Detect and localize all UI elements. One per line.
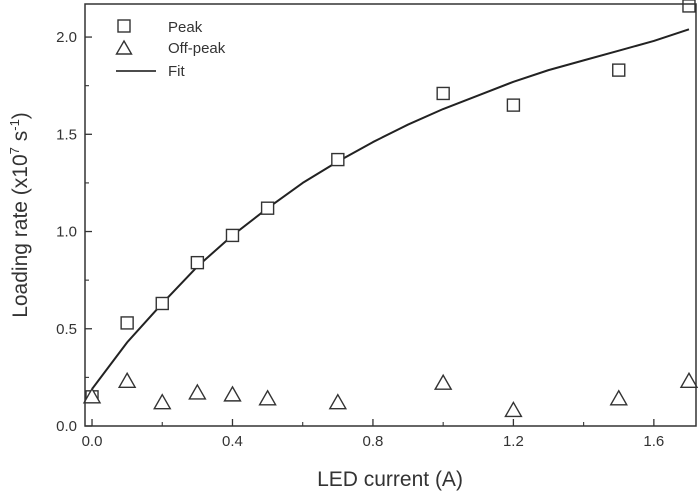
off-peak-point	[153, 393, 172, 410]
peak-point	[331, 152, 345, 167]
legend-off-peak-marker	[115, 39, 133, 55]
legend-peak-label: Peak	[168, 19, 203, 36]
x-axis-title: LED current (A)	[317, 468, 463, 491]
x-tick-label: 0.4	[222, 433, 243, 450]
y-tick-label: 1.5	[56, 126, 77, 143]
y-axis-title: Loading rate (x107 s-1)	[7, 112, 32, 318]
legend: Peak Off-peak Fit	[115, 19, 226, 80]
off-peak-point	[82, 387, 102, 404]
y-tick-label: 0.5	[56, 321, 77, 338]
peak-point	[436, 86, 450, 101]
off-peak-point	[504, 401, 523, 418]
off-peak-point	[117, 371, 137, 388]
off-peak-point	[433, 373, 453, 390]
peak-point	[506, 98, 521, 112]
legend-peak-marker	[117, 19, 131, 33]
off-peak-point	[223, 385, 242, 402]
x-tick-label: 0.8	[363, 433, 384, 450]
axis-ticks: 0.0 0.4 0.8 1.2 1.6 0.0 0.5 1.0 1.5 2.0	[56, 29, 664, 450]
plot-frame	[84, 3, 697, 427]
fit-series	[91, 28, 690, 390]
peak-point	[225, 228, 240, 243]
x-tick-label: 1.2	[503, 433, 524, 450]
peak-point	[120, 316, 134, 330]
x-tick-label: 0.0	[82, 433, 103, 450]
fit-line	[91, 28, 690, 390]
off-peak-point	[188, 383, 207, 400]
x-tick-label: 1.6	[643, 433, 664, 450]
y-tick-label: 0.0	[56, 418, 77, 435]
off-peak-point	[679, 371, 699, 388]
peak-point	[682, 0, 696, 13]
y-tick-label: 2.0	[56, 29, 77, 46]
off-peak-point	[609, 389, 628, 406]
peak-point	[155, 296, 169, 311]
off-peak-point	[328, 393, 348, 410]
legend-fit-label: Fit	[168, 63, 185, 80]
peak-point	[260, 201, 275, 215]
peak-point	[612, 63, 626, 77]
legend-off-peak-label: Off-peak	[168, 40, 226, 57]
peak-point	[190, 255, 205, 270]
y-tick-label: 1.0	[56, 224, 77, 241]
off-peak-point	[258, 389, 277, 406]
off-peak-series	[82, 371, 699, 418]
peak-series	[85, 0, 696, 404]
